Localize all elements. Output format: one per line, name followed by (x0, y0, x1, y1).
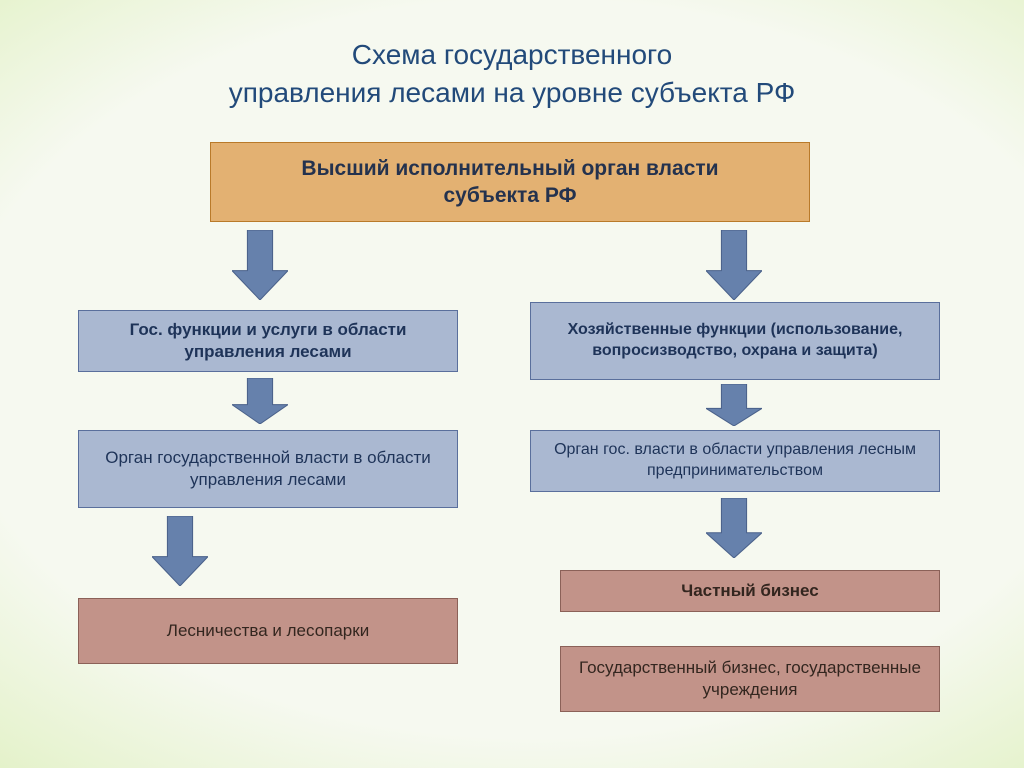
slide-title: Схема государственногоуправления лесами … (56, 36, 968, 112)
arrow-left-1 (232, 378, 288, 424)
box-right-economic: Хозяйственные функции (использование, во… (530, 302, 940, 380)
box-top-executive: Высший исполнительный орган власти субъе… (210, 142, 810, 222)
arrow-right-1 (706, 384, 762, 426)
arrow-right-2 (706, 498, 762, 558)
arrow-left-2 (152, 516, 208, 586)
slide: Схема государственногоуправления лесами … (0, 0, 1024, 768)
box-left-functions: Гос. функции и услуги в области управлен… (78, 310, 458, 372)
box-right-authority: Орган гос. власти в области управления л… (530, 430, 940, 492)
box-private-business: Частный бизнес (560, 570, 940, 612)
box-left-authority: Орган государственной власти в области у… (78, 430, 458, 508)
box-forestry: Лесничества и лесопарки (78, 598, 458, 664)
box-top-line2: субъекта РФ (301, 182, 718, 209)
box-gov-business: Государственный бизнес, государственные … (560, 646, 940, 712)
box-top-line1: Высший исполнительный орган власти (301, 155, 718, 182)
arrow-top-right (706, 230, 762, 300)
arrow-top-left (232, 230, 288, 300)
